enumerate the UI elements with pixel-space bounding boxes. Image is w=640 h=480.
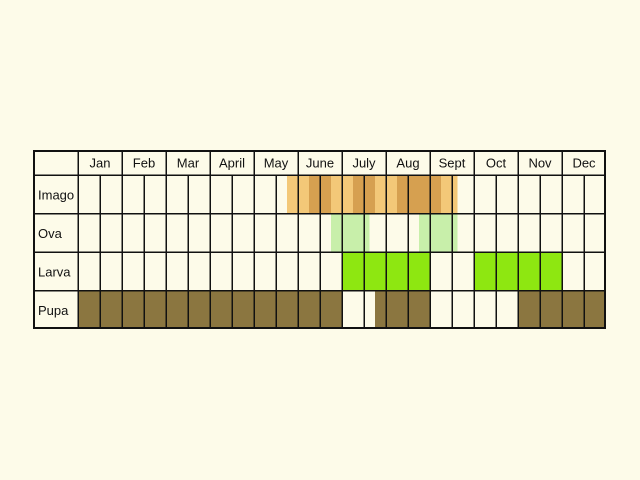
month-label: Feb [133, 156, 155, 171]
calendar-grid [33, 150, 606, 329]
month-label: May [264, 156, 289, 171]
month-label: Mar [177, 156, 200, 171]
month-label: Sept [439, 156, 466, 171]
ova-period-2 [419, 213, 458, 252]
calendar-frame [33, 150, 606, 329]
life-cycle-calendar: Jan Feb Mar April May June July Aug Sept Oct Nov De… [33, 150, 606, 329]
month-label: Jan [90, 156, 111, 171]
month-label: April [219, 156, 245, 171]
calendar-labels: Jan Feb Mar April May June July Aug Sept Oct Nov De… [38, 156, 596, 318]
ova-period-1 [331, 213, 370, 252]
month-label: Dec [572, 156, 596, 171]
month-label: Nov [528, 156, 552, 171]
month-label: July [352, 156, 376, 171]
stage-label-ova: Ova [38, 226, 63, 241]
month-label: Aug [396, 156, 419, 171]
stage-label-imago: Imago [38, 187, 74, 202]
stage-label-pupa: Pupa [38, 303, 69, 318]
pupa-period-2 [375, 290, 430, 329]
stage-label-larva: Larva [38, 264, 71, 279]
month-label: June [306, 156, 334, 171]
month-label: Oct [486, 156, 507, 171]
